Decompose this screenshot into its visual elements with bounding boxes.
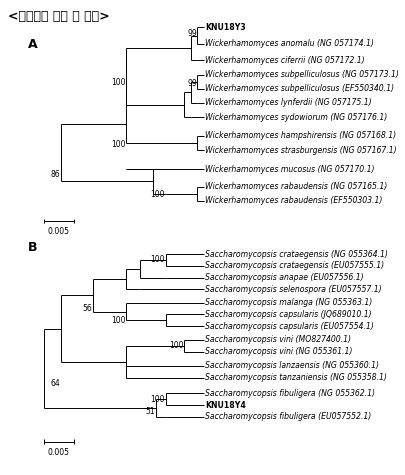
Text: KNU18Y3: KNU18Y3 [205,23,245,32]
Text: Saccharomycopsis tanzaniensis (NG 055358.1): Saccharomycopsis tanzaniensis (NG 055358… [205,373,386,382]
Text: Saccharomycopsis vini (NG 055361.1): Saccharomycopsis vini (NG 055361.1) [205,347,352,356]
Text: 100: 100 [168,342,183,351]
Text: Saccharomycopsis selenospora (EU057557.1): Saccharomycopsis selenospora (EU057557.1… [205,285,381,294]
Text: Saccharomycopsis crataegensis (NG 055364.1): Saccharomycopsis crataegensis (NG 055364… [205,249,387,258]
Text: <커피콩의 맛과 향 분석>: <커피콩의 맛과 향 분석> [8,10,109,23]
Text: Saccharomycopsis crataegensis (EU057555.1): Saccharomycopsis crataegensis (EU057555.… [205,261,384,270]
Text: Saccharomycopsis capsularis (EU057554.1): Saccharomycopsis capsularis (EU057554.1) [205,322,373,331]
Text: Wickerhamomyces lynferdii (NG 057175.1): Wickerhamomyces lynferdii (NG 057175.1) [205,98,371,107]
Text: 100: 100 [150,395,165,404]
Text: 99: 99 [187,79,196,88]
Text: 0.005: 0.005 [48,227,70,236]
Text: Wickerhamomyces hampshirensis (NG 057168.1): Wickerhamomyces hampshirensis (NG 057168… [205,132,395,141]
Text: Saccharomycopsis lanzaensis (NG 055360.1): Saccharomycopsis lanzaensis (NG 055360.1… [205,361,378,371]
Text: Wickerhamomyces subpelliculosus (EF550340.1): Wickerhamomyces subpelliculosus (EF55034… [205,84,393,93]
Text: Wickerhamomyces strasburgensis (NG 057167.1): Wickerhamomyces strasburgensis (NG 05716… [205,146,396,155]
Text: Saccharomycopsis fibuligera (EU057552.1): Saccharomycopsis fibuligera (EU057552.1) [205,412,371,421]
Text: 51: 51 [145,407,155,416]
Text: 86: 86 [50,171,60,180]
Text: 0.005: 0.005 [48,447,70,456]
Text: Saccharomycopsis vini (MO827400.1): Saccharomycopsis vini (MO827400.1) [205,335,350,344]
Text: 56: 56 [83,304,92,313]
Text: B: B [28,241,37,254]
Text: 99: 99 [187,29,196,38]
Text: Saccharomycopsis capsularis (JQ689010.1): Saccharomycopsis capsularis (JQ689010.1) [205,310,371,319]
Text: A: A [28,38,37,51]
Text: 100: 100 [150,256,165,265]
Text: Wickerhamomyces rabaudensis (NG 057165.1): Wickerhamomyces rabaudensis (NG 057165.1… [205,182,387,191]
Text: Wickerhamomyces ciferrii (NG 057172.1): Wickerhamomyces ciferrii (NG 057172.1) [205,56,364,65]
Text: Wickerhamomyces anomalu (NG 057174.1): Wickerhamomyces anomalu (NG 057174.1) [205,39,373,48]
Text: Saccharomycopsis malanga (NG 055363.1): Saccharomycopsis malanga (NG 055363.1) [205,298,372,307]
Text: Wickerhamomyces mucosus (NG 057170.1): Wickerhamomyces mucosus (NG 057170.1) [205,164,374,173]
Text: 100: 100 [111,140,125,149]
Text: 100: 100 [150,190,164,199]
Text: 100: 100 [111,78,125,87]
Text: Saccharomycopsis anapae (EU057556.1): Saccharomycopsis anapae (EU057556.1) [205,273,363,282]
Text: Wickerhamomyces sydowiorum (NG 057176.1): Wickerhamomyces sydowiorum (NG 057176.1) [205,113,387,122]
Text: Wickerhamomyces subpelliculosus (NG 057173.1): Wickerhamomyces subpelliculosus (NG 0571… [205,70,398,79]
Text: Saccharomycopsis fibuligera (NG 055362.1): Saccharomycopsis fibuligera (NG 055362.1… [205,389,374,398]
Text: 64: 64 [50,379,60,388]
Text: Wickerhamomyces rabaudensis (EF550303.1): Wickerhamomyces rabaudensis (EF550303.1) [205,196,382,205]
Text: 100: 100 [111,316,125,325]
Text: KNU18Y4: KNU18Y4 [205,400,245,409]
